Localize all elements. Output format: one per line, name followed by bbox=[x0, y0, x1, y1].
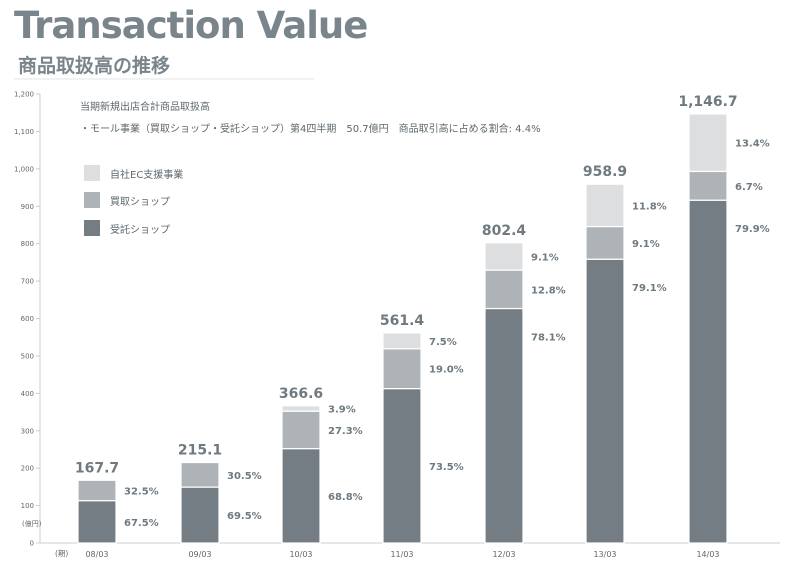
bar-total-label: 958.9 bbox=[583, 164, 627, 180]
bar-segment bbox=[77, 500, 117, 544]
y-tick-label: 300 bbox=[21, 427, 34, 435]
legend-item-kaitori: 買取ショップ bbox=[84, 192, 170, 208]
legend-item-ec: 自社EC支援事業 bbox=[84, 165, 183, 181]
legend-swatch-ec bbox=[84, 165, 100, 181]
bar-segment bbox=[688, 113, 728, 173]
bar-segment bbox=[585, 225, 625, 260]
y-tick-label: 0 bbox=[30, 540, 34, 548]
subtitle-underline bbox=[14, 78, 314, 80]
bar-percent-label: 79.1% bbox=[632, 283, 667, 294]
page-subtitle: 商品取扱高の推移 bbox=[18, 55, 171, 77]
legend-swatch-kaitori bbox=[84, 192, 100, 208]
bar-percent-label: 13.4% bbox=[735, 139, 770, 150]
y-tick-label: 500 bbox=[21, 352, 34, 360]
bar-total-label: 366.6 bbox=[279, 386, 323, 402]
bar-percent-label: 27.3% bbox=[328, 426, 363, 437]
x-tick-label: 14/03 bbox=[696, 550, 719, 559]
bar-segment bbox=[281, 410, 321, 450]
note-detail: ・モール事業（買取ショップ・受託ショップ）第4四半期 50.7億円 商品取引高に… bbox=[80, 124, 541, 135]
bar-segment bbox=[77, 479, 117, 502]
bar-segment bbox=[382, 332, 422, 350]
x-tick-label: 08/03 bbox=[85, 550, 108, 559]
x-axis-unit-label: (期) bbox=[55, 549, 68, 558]
bar-segment bbox=[484, 242, 524, 271]
bar-total-label: 1,146.7 bbox=[678, 94, 737, 110]
page-title: Transaction Value bbox=[14, 4, 368, 47]
legend-label-ec: 自社EC支援事業 bbox=[110, 169, 184, 181]
legend-label-kaitori: 買取ショップ bbox=[110, 196, 170, 208]
bar-total-label: 215.1 bbox=[178, 443, 222, 459]
bar-percent-label: 68.8% bbox=[328, 492, 363, 503]
bar-percent-label: 9.1% bbox=[632, 239, 660, 250]
bar-segment bbox=[484, 307, 524, 544]
bar-segment bbox=[180, 461, 220, 488]
note-heading: 当期新規出店合計商品取扱高 bbox=[80, 102, 210, 113]
bar-segment bbox=[281, 405, 321, 412]
x-tick-label: 10/03 bbox=[289, 550, 312, 559]
y-tick-label: 1,000 bbox=[14, 165, 34, 173]
x-tick-label: 12/03 bbox=[492, 550, 515, 559]
bar-segment bbox=[382, 388, 422, 544]
bar-percent-label: 67.5% bbox=[124, 518, 159, 529]
bar-percent-label: 69.5% bbox=[227, 511, 262, 522]
y-tick-label: 200 bbox=[21, 465, 34, 473]
y-axis-unit-label: (億円) bbox=[22, 519, 42, 528]
bar-percent-label: 79.9% bbox=[735, 224, 770, 235]
y-tick-label: 800 bbox=[21, 240, 34, 248]
x-tick-label: 11/03 bbox=[390, 550, 413, 559]
bar-percent-label: 7.5% bbox=[429, 337, 457, 348]
x-tick-label: 13/03 bbox=[593, 550, 616, 559]
bar-percent-label: 11.8% bbox=[632, 201, 667, 212]
bar-segment bbox=[585, 258, 625, 544]
bar-segment bbox=[688, 199, 728, 544]
y-tick-label: 100 bbox=[21, 502, 34, 510]
bar-percent-label: 9.1% bbox=[531, 252, 559, 263]
bar-percent-label: 78.1% bbox=[531, 333, 566, 344]
y-tick-label: 400 bbox=[21, 390, 34, 398]
y-tick-label: 700 bbox=[21, 278, 34, 286]
bar-total-label: 802.4 bbox=[482, 223, 527, 239]
bar-segment bbox=[281, 448, 321, 544]
y-tick-label: 600 bbox=[21, 315, 34, 323]
bar-segment bbox=[585, 183, 625, 228]
bar-percent-label: 73.5% bbox=[429, 462, 464, 473]
bar-total-label: 561.4 bbox=[380, 313, 425, 329]
y-tick-label: 1,100 bbox=[14, 128, 34, 136]
bar-segment bbox=[180, 486, 220, 544]
bar-percent-label: 32.5% bbox=[124, 486, 159, 497]
bar-percent-label: 30.5% bbox=[227, 471, 262, 482]
legend-item-itaku: 受託ショップ bbox=[84, 220, 170, 236]
bar-percent-label: 6.7% bbox=[735, 182, 763, 193]
bar-percent-label: 3.9% bbox=[328, 405, 356, 416]
bar-percent-label: 19.0% bbox=[429, 365, 464, 376]
bar-segment bbox=[484, 269, 524, 310]
y-tick-label: 900 bbox=[21, 203, 34, 211]
legend-swatch-itaku bbox=[84, 220, 100, 236]
x-tick-label: 09/03 bbox=[188, 550, 211, 559]
bar-segment bbox=[688, 170, 728, 201]
y-tick-label: 1,200 bbox=[14, 91, 34, 99]
bar-percent-label: 12.8% bbox=[531, 285, 566, 296]
legend-label-itaku: 受託ショップ bbox=[110, 224, 170, 236]
bar-total-label: 167.7 bbox=[75, 460, 119, 476]
bar-segment bbox=[382, 348, 422, 390]
